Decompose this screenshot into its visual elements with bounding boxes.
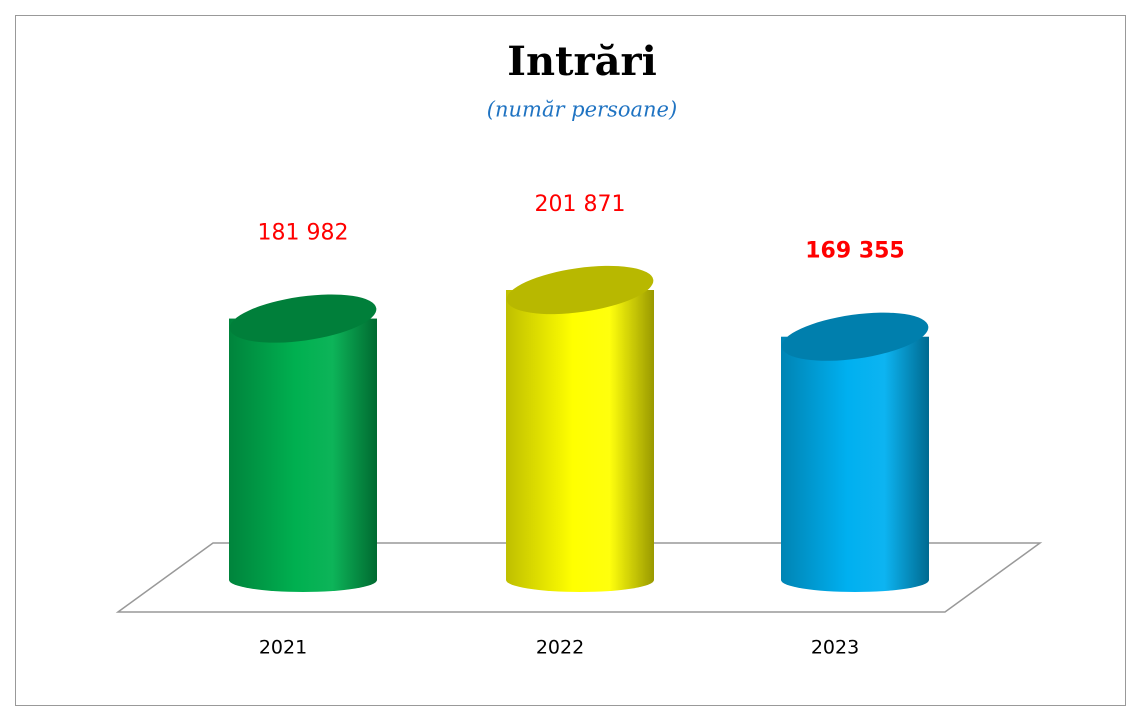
x-tick-label: 2021	[259, 637, 307, 659]
bar	[229, 318, 377, 580]
chart-title: Intrări	[507, 38, 657, 85]
chart-subtitle: (număr persoane)	[487, 98, 677, 122]
bar	[506, 290, 654, 580]
value-label: 169 355	[805, 239, 905, 264]
value-label: 181 982	[258, 221, 349, 246]
x-tick-label: 2023	[811, 637, 859, 659]
bar	[781, 336, 929, 580]
cylinder-top	[781, 312, 929, 361]
cylinder-top	[506, 265, 654, 315]
value-label: 201 871	[535, 192, 626, 217]
x-tick-label: 2022	[536, 637, 584, 659]
cylinder-top	[229, 294, 377, 343]
